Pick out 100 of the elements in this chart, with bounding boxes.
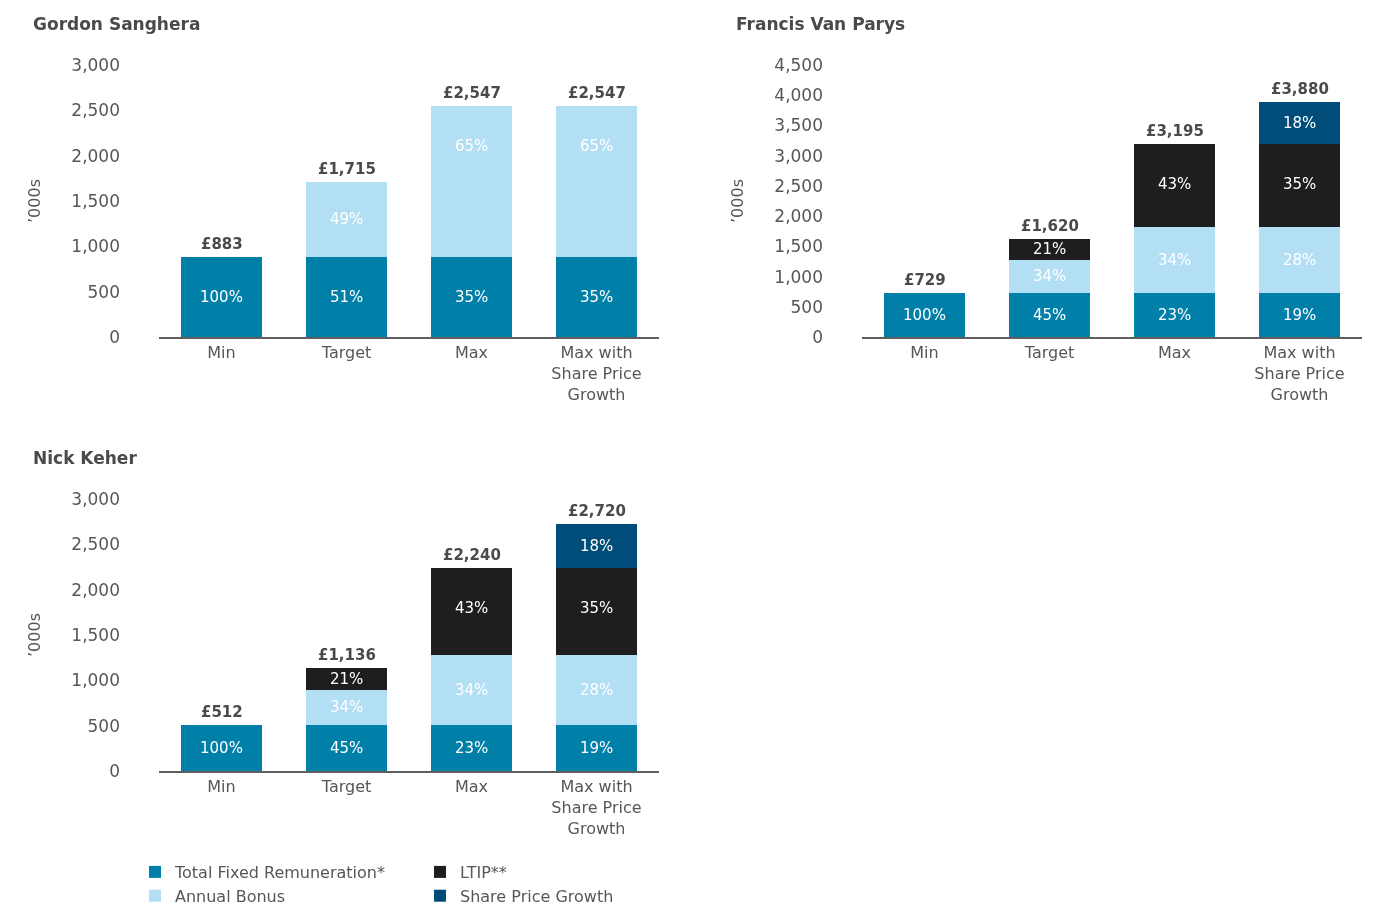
- y-tick-label: 1,000: [71, 670, 120, 691]
- total-label: £1,715: [318, 160, 376, 178]
- y-tick-label: 2,000: [774, 206, 823, 227]
- total-label: £729: [904, 271, 946, 289]
- bar: [305, 724, 388, 771]
- legend-label: Share Price Growth: [460, 886, 614, 906]
- annotation: 19%: [1283, 306, 1317, 324]
- x-tick-label: Max with Share Price Growth: [551, 342, 642, 404]
- bar: [883, 292, 966, 337]
- bar: [305, 668, 388, 690]
- annotation: 35%: [580, 599, 614, 617]
- x-tick-label: Min: [207, 342, 236, 362]
- bar: [1008, 259, 1091, 293]
- x-tick-label: Max: [1157, 342, 1192, 362]
- bar: [430, 106, 513, 257]
- total-label: £2,547: [568, 84, 626, 102]
- y-tick-label: 3,000: [71, 488, 120, 509]
- legend-label: Total Fixed Remuneration*: [174, 863, 385, 883]
- total-label: £1,620: [1021, 217, 1079, 235]
- x-tick-label: Target: [1023, 342, 1075, 362]
- x-tick-label: Target: [320, 342, 372, 362]
- x-tick-label: Max: [454, 776, 489, 796]
- bar: [1133, 292, 1216, 337]
- total-label: £3,195: [1146, 122, 1204, 140]
- annotation: 45%: [330, 739, 364, 757]
- annotation: 18%: [1283, 114, 1317, 132]
- total-label: £2,240: [443, 546, 501, 564]
- annotation: 35%: [580, 288, 614, 306]
- legend-label: Annual Bonus: [175, 886, 286, 906]
- bar: [555, 724, 638, 771]
- legend-label: LTIP**: [460, 863, 507, 883]
- y-axis-title: ’000s: [25, 613, 45, 657]
- bar: [305, 689, 388, 725]
- annotation: 28%: [1283, 251, 1317, 269]
- annotation: 34%: [1158, 251, 1192, 269]
- y-axis-title: ’000s: [728, 179, 748, 223]
- annotation: 23%: [455, 739, 489, 757]
- bar: [305, 256, 388, 337]
- total-label: £1,136: [318, 646, 376, 664]
- bar: [555, 256, 638, 337]
- annotation: 28%: [580, 681, 614, 699]
- y-tick-label: 1,000: [774, 266, 823, 287]
- annotation: 18%: [580, 537, 614, 555]
- annotation: 35%: [455, 288, 489, 306]
- bar: [1258, 227, 1341, 293]
- y-axis-title: ’000s: [25, 179, 45, 223]
- x-tick-label: Min: [207, 776, 236, 796]
- annotation: 19%: [580, 739, 614, 757]
- y-tick-label: 1,500: [71, 624, 120, 645]
- bar: [305, 181, 388, 257]
- y-tick-label: 3,500: [774, 115, 823, 136]
- annotation: 34%: [1033, 267, 1067, 285]
- y-tick-label: 1,000: [71, 236, 120, 257]
- bar: [180, 256, 263, 337]
- annotation: 43%: [455, 599, 489, 617]
- bar: [555, 524, 638, 568]
- total-label: £2,720: [568, 502, 626, 520]
- total-label: £2,547: [443, 84, 501, 102]
- bar: [1008, 292, 1091, 337]
- annotation: 51%: [330, 288, 364, 306]
- annotation: 49%: [330, 210, 364, 228]
- bar: [555, 106, 638, 257]
- annotation: 34%: [455, 681, 489, 699]
- bar: [430, 724, 513, 771]
- bar: [1133, 227, 1216, 293]
- annotation: 23%: [1158, 306, 1192, 324]
- x-tick-label: Max with Share Price Growth: [1254, 342, 1345, 404]
- annotation: 100%: [200, 288, 243, 306]
- y-tick-label: 0: [812, 326, 823, 347]
- y-tick-label: 1,500: [774, 236, 823, 257]
- x-tick-label: Min: [910, 342, 939, 362]
- chart-title: Nick Keher: [33, 448, 138, 468]
- bar: [430, 256, 513, 337]
- x-tick-label: Target: [320, 776, 372, 796]
- bar: [180, 724, 263, 771]
- annotation: 100%: [903, 306, 946, 324]
- total-label: £883: [201, 235, 243, 253]
- bar: [1258, 102, 1341, 144]
- y-tick-label: 3,000: [71, 54, 120, 75]
- y-tick-label: 2,500: [71, 534, 120, 555]
- total-label: £3,880: [1271, 80, 1329, 98]
- y-tick-label: 4,500: [774, 54, 823, 75]
- y-tick-label: 1,500: [71, 190, 120, 211]
- chart-title: Francis Van Parys: [736, 14, 906, 34]
- y-tick-label: 2,000: [71, 579, 120, 600]
- y-tick-label: 2,500: [774, 175, 823, 196]
- annotation: 65%: [455, 137, 489, 155]
- y-tick-label: 500: [790, 296, 823, 317]
- y-tick-label: 500: [87, 281, 120, 302]
- annotation: 35%: [1283, 175, 1317, 193]
- total-label: £512: [201, 703, 243, 721]
- y-tick-label: 0: [109, 760, 120, 781]
- bar: [430, 655, 513, 725]
- annotation: 100%: [200, 739, 243, 757]
- y-tick-label: 2,500: [71, 100, 120, 121]
- bar: [1258, 143, 1341, 228]
- bar: [555, 567, 638, 656]
- y-tick-label: 3,000: [774, 145, 823, 166]
- bar: [555, 655, 638, 725]
- bar: [1133, 143, 1216, 228]
